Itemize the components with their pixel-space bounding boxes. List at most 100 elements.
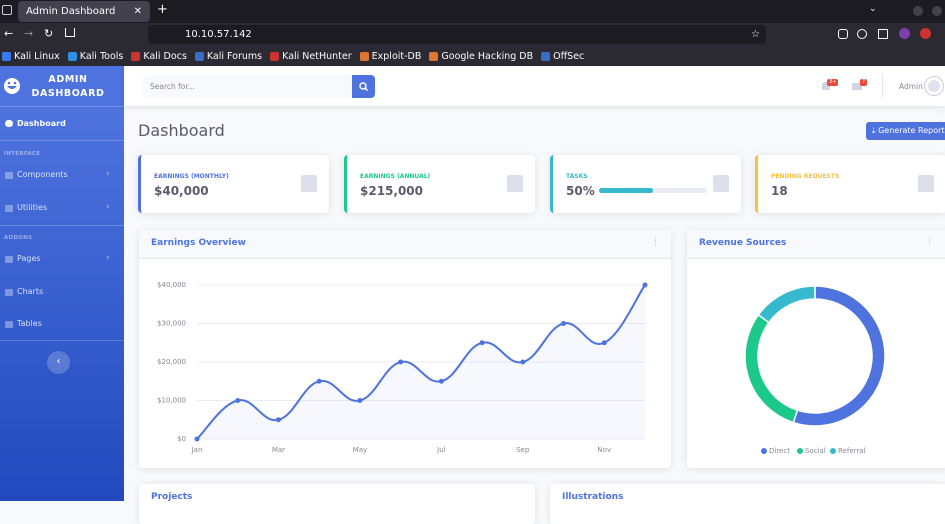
projects-card: Projects — [139, 484, 535, 524]
card-title: Projects — [151, 492, 193, 502]
messages-badge: 7 — [860, 79, 868, 86]
account-button[interactable] — [857, 29, 867, 39]
bookmark-label: Kali Docs — [143, 50, 187, 62]
kpi-icon — [918, 175, 934, 192]
bookmark-icon — [541, 51, 551, 61]
back-button[interactable]: ← — [4, 27, 14, 40]
bookmark-label: Kali Forums — [206, 50, 263, 62]
page-title: Dashboard — [138, 121, 225, 140]
bookmark[interactable]: Exploit-DB — [359, 50, 422, 62]
user-name[interactable]: Admin — [899, 82, 923, 91]
card-menu[interactable]: ⋮ — [651, 237, 660, 247]
icon — [5, 120, 13, 127]
icon — [5, 205, 13, 212]
nav-tables[interactable]: Tables — [17, 319, 42, 328]
forward-button[interactable]: → — [24, 27, 34, 40]
nav-charts[interactable]: Charts — [17, 287, 44, 296]
messages-button[interactable] — [852, 83, 862, 90]
divider — [0, 140, 124, 141]
card-menu[interactable]: ⋮ — [925, 237, 934, 247]
icon — [5, 172, 13, 179]
page: Admin Dashboard ✕ + ⌄ ← → ↻ 10.10.57.142 ☆… — [0, 0, 945, 502]
kpi-label: TASKS — [566, 173, 588, 180]
bookmark-icon — [194, 51, 204, 61]
kpi-card: TASKS 50% — [550, 155, 741, 213]
chevron: › — [106, 202, 110, 212]
icon — [5, 256, 13, 263]
search-icon — [359, 82, 369, 92]
earnings-card: Earnings Overview ⋮ — [139, 230, 671, 468]
alerts-badge: 3+ — [827, 79, 839, 86]
tab-close[interactable]: ✕ — [133, 6, 142, 17]
divider — [0, 340, 124, 341]
bookmark-icon — [2, 51, 11, 61]
revenue-card: Revenue Sources ⋮ — [687, 230, 945, 468]
extension-icon[interactable] — [899, 28, 910, 39]
kpi-card: EARNINGS (MONTHLY) $40,000 — [138, 155, 329, 213]
bookmark[interactable]: Google Hacking DB — [429, 51, 533, 62]
new-tab[interactable]: + — [157, 2, 168, 17]
home-button[interactable] — [65, 28, 75, 37]
tab-title: Admin Dashboard — [26, 6, 116, 17]
url-field[interactable]: 10.10.57.142 ☆ — [148, 25, 766, 44]
brand-icon — [4, 78, 20, 94]
url: 10.10.57.142 — [185, 29, 252, 40]
bookmark-icon — [429, 51, 439, 61]
tab[interactable]: Admin Dashboard ✕ — [18, 1, 150, 22]
bookmark-label: OffSec — [553, 50, 585, 62]
bookmark-icon — [270, 51, 280, 61]
bookmark-label: Exploit-DB — [371, 50, 422, 62]
search-input[interactable]: Search for... — [143, 75, 352, 98]
document: Admin Dashboard { "browser": { "tab_titl… — [0, 0, 945, 502]
search-button[interactable] — [352, 75, 375, 98]
tab-bar: Admin Dashboard ✕ + ⌄ — [0, 0, 945, 23]
alerts-button[interactable] — [822, 82, 830, 90]
progress-bar — [599, 188, 653, 193]
nav-heading: ADDONS — [4, 235, 33, 241]
nav-components[interactable]: Components — [17, 170, 68, 179]
button-label: Generate Report — [878, 126, 945, 135]
sidebar-toggle[interactable]: ‹ — [47, 351, 70, 374]
bookmark[interactable]: Kali Tools — [67, 51, 123, 62]
brand-text: ADMIN DASHBOARD — [31, 74, 105, 99]
pocket-button[interactable] — [838, 29, 848, 39]
bookmark[interactable]: Kali NetHunter — [270, 51, 352, 62]
kpi-card: PENDING REQUESTS 18 — [755, 155, 945, 213]
kpi-value: 18 — [771, 184, 788, 198]
bookmark-star[interactable]: ☆ — [751, 29, 760, 40]
kpi-icon — [713, 175, 729, 192]
card-title: Revenue Sources — [699, 238, 787, 248]
chevron: › — [106, 169, 110, 179]
bookmark-label: Google Hacking DB — [441, 50, 534, 62]
bookmark-icon — [131, 51, 141, 61]
divider — [0, 106, 124, 107]
card-header — [687, 230, 945, 259]
nav-utilities[interactable]: Utilities — [17, 203, 48, 212]
bookmark[interactable]: Kali Forums — [194, 50, 263, 62]
nav-dashboard[interactable]: Dashboard — [17, 119, 66, 128]
bookmark[interactable]: OffSec — [541, 51, 584, 62]
bookmark[interactable]: Kali Linux — [2, 51, 60, 62]
kpi-value: 50% — [566, 184, 595, 198]
kpi-card: EARNINGS (ANNUAL) $215,000 — [344, 155, 535, 213]
navigation-bar: ← → ↻ 10.10.57.142 ☆ — [0, 23, 945, 46]
bookmark[interactable]: Kali Docs — [131, 50, 187, 62]
tab-list-icon[interactable] — [2, 5, 12, 15]
search-placeholder: Search for... — [150, 82, 195, 91]
kpi-label: EARNINGS (MONTHLY) — [154, 173, 229, 180]
card-title: Illustrations — [562, 492, 624, 502]
chevron: › — [106, 253, 110, 263]
window-button[interactable] — [913, 6, 923, 16]
illustrations-card: Illustrations — [550, 484, 945, 524]
avatar[interactable] — [925, 77, 943, 95]
generate-report-button[interactable]: ⤓ Generate Report — [866, 122, 945, 140]
window-button[interactable] — [932, 6, 942, 16]
nav-pages[interactable]: Pages — [17, 254, 41, 263]
reload-button[interactable]: ↻ — [44, 27, 54, 40]
divider — [0, 225, 124, 226]
extension-icon[interactable] — [920, 28, 931, 39]
tab-menu[interactable]: ⌄ — [869, 4, 877, 14]
nav-heading: INTERFACE — [4, 151, 41, 157]
icon — [5, 289, 13, 296]
extensions-button[interactable] — [878, 29, 888, 39]
